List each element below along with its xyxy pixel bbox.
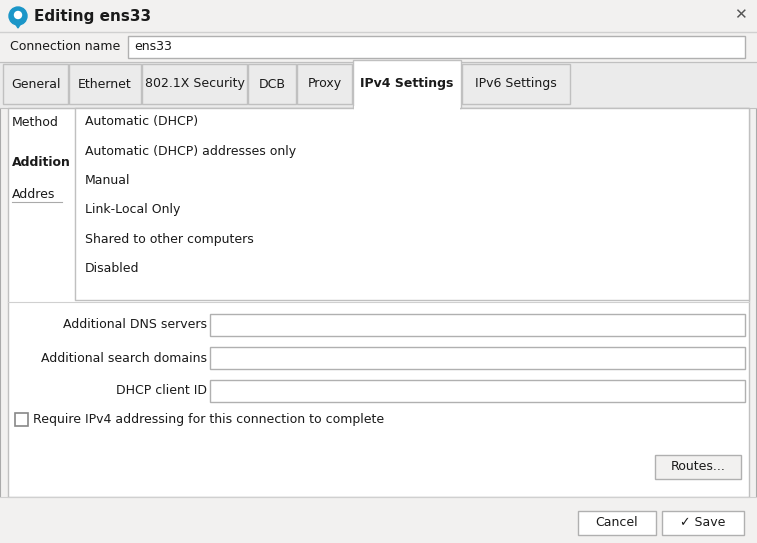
Text: Automatic (DHCP): Automatic (DHCP) — [85, 116, 198, 129]
Text: DCB: DCB — [258, 78, 285, 91]
Bar — [210, 380, 745, 402]
Bar — [75, 108, 749, 300]
Bar — [353, 60, 461, 108]
Bar — [15, 413, 28, 426]
Text: Routes...: Routes... — [671, 460, 725, 473]
Bar — [210, 314, 745, 336]
Bar — [297, 64, 352, 104]
Text: 802.1X Security: 802.1X Security — [145, 78, 245, 91]
Text: Editing ens33: Editing ens33 — [34, 9, 151, 23]
Bar — [354, 106, 460, 110]
Text: Proxy: Proxy — [307, 78, 341, 91]
Bar — [142, 64, 247, 104]
Text: ens33: ens33 — [134, 41, 172, 54]
Bar — [0, 0, 757, 32]
Bar — [248, 64, 296, 104]
Circle shape — [14, 11, 21, 18]
Text: Connection name: Connection name — [10, 41, 120, 54]
Bar — [210, 347, 745, 369]
Circle shape — [9, 7, 27, 25]
Bar — [69, 64, 141, 104]
Bar — [578, 511, 656, 535]
Text: General: General — [11, 78, 61, 91]
Text: Cancel: Cancel — [596, 516, 638, 529]
Text: Disabled: Disabled — [85, 262, 139, 275]
Text: Method: Method — [12, 116, 59, 129]
Text: Additional search domains: Additional search domains — [41, 351, 207, 364]
Text: IPv4 Settings: IPv4 Settings — [360, 77, 453, 90]
Text: Ethernet: Ethernet — [78, 78, 132, 91]
Text: ✓ Save: ✓ Save — [681, 516, 726, 529]
Bar — [662, 511, 744, 535]
Text: Shared to other computers: Shared to other computers — [85, 232, 254, 245]
Bar — [3, 64, 68, 104]
Bar — [0, 62, 757, 108]
Bar — [655, 455, 741, 479]
Text: Additional DNS servers: Additional DNS servers — [63, 319, 207, 331]
Text: Addres: Addres — [12, 188, 55, 201]
Text: Automatic (DHCP) addresses only: Automatic (DHCP) addresses only — [85, 144, 296, 157]
Text: Addition: Addition — [12, 156, 71, 169]
Text: ✕: ✕ — [734, 8, 746, 22]
Polygon shape — [13, 19, 23, 28]
Text: IPv6 Settings: IPv6 Settings — [475, 78, 557, 91]
Text: Manual: Manual — [85, 174, 130, 186]
Text: Require IPv4 addressing for this connection to complete: Require IPv4 addressing for this connect… — [33, 414, 384, 426]
Bar — [462, 64, 570, 104]
Bar — [0, 497, 757, 543]
Text: DHCP client ID: DHCP client ID — [116, 384, 207, 397]
Text: Link-Local Only: Link-Local Only — [85, 204, 180, 217]
Bar — [128, 36, 745, 58]
Bar — [8, 108, 749, 497]
Bar — [0, 32, 757, 62]
